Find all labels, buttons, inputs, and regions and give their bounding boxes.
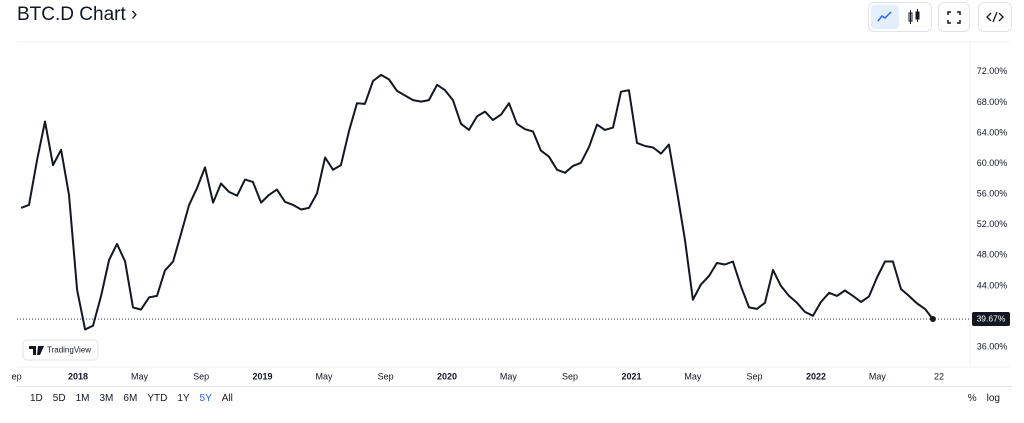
y-tick-label: 68.00% xyxy=(977,97,1008,107)
x-tick-label: May xyxy=(315,371,333,381)
range-button[interactable]: 1Y xyxy=(177,392,190,404)
y-tick-label: 56.00% xyxy=(977,189,1008,199)
x-tick-label: Sep xyxy=(193,371,209,381)
y-tick-label: 52.00% xyxy=(977,219,1008,229)
price-line-series xyxy=(20,73,934,331)
y-tick-label: 36.00% xyxy=(977,341,1008,351)
x-tick-label: Sep xyxy=(378,371,394,381)
embed-icon xyxy=(986,11,1004,23)
x-tick-label: May xyxy=(131,371,149,381)
x-tick-label: May xyxy=(684,371,702,381)
scale-button[interactable]: log xyxy=(986,392,1000,404)
toolbar: 1D 5D 1M 3M 6M YTD 1Y 5Y All % log xyxy=(17,386,1012,409)
range-button[interactable]: 1M xyxy=(75,392,90,404)
x-tick-label: 2021 xyxy=(621,371,641,381)
x-tick-label: ep xyxy=(12,371,22,381)
y-tick-label: 44.00% xyxy=(977,280,1008,290)
y-tick-label: 64.00% xyxy=(977,127,1008,137)
range-button[interactable]: 5D xyxy=(52,392,66,404)
last-point xyxy=(929,316,936,323)
x-tick-label: Sep xyxy=(562,371,578,381)
range-button[interactable]: YTD xyxy=(147,392,168,404)
chart-style-group xyxy=(868,2,932,32)
x-tick-label: 2022 xyxy=(806,371,826,381)
y-tick-label: 72.00% xyxy=(977,66,1008,76)
embed-button[interactable] xyxy=(978,2,1012,32)
range-button[interactable]: 3M xyxy=(99,392,114,404)
price-label: 39.67% xyxy=(977,313,1006,323)
x-tick-label: May xyxy=(869,371,887,381)
x-tick-label: 2020 xyxy=(437,371,457,381)
candle-icon[interactable] xyxy=(908,9,920,24)
x-tick-label: May xyxy=(500,371,518,381)
x-tick-label: 22 xyxy=(934,371,944,381)
y-tick-label: 60.00% xyxy=(977,158,1008,168)
line-icon xyxy=(877,11,892,22)
scale-button[interactable]: % xyxy=(967,392,977,404)
watermark-box xyxy=(22,339,99,361)
x-tick-label: Sep xyxy=(747,371,763,381)
chart-title[interactable]: BTC.D Chart › xyxy=(17,4,138,25)
watermark-text: TradingView xyxy=(47,346,91,355)
scale-buttons: % log xyxy=(968,393,1000,404)
watermark[interactable]: TradingView xyxy=(22,339,99,361)
range-button[interactable]: 5Y xyxy=(199,392,212,404)
range-button[interactable]: 6M xyxy=(123,392,138,404)
x-tick-label: 2018 xyxy=(68,371,88,381)
range-buttons: 1D 5D 1M 3M 6M YTD 1Y 5Y All xyxy=(25,393,238,404)
chart: TradingView 36.00%40.00%44.00%48.00%52.0… xyxy=(12,41,1010,381)
watermark-logo xyxy=(29,346,44,355)
price-label-box xyxy=(972,312,1010,327)
range-button[interactable]: All xyxy=(221,392,233,404)
fullscreen-button[interactable] xyxy=(938,2,970,32)
y-tick-label: 48.00% xyxy=(977,250,1008,260)
chart-style-icons xyxy=(871,5,920,29)
range-button[interactable]: 1D xyxy=(30,392,43,404)
fullscreen-icon xyxy=(947,11,961,24)
x-tick-label: 2019 xyxy=(253,371,273,381)
